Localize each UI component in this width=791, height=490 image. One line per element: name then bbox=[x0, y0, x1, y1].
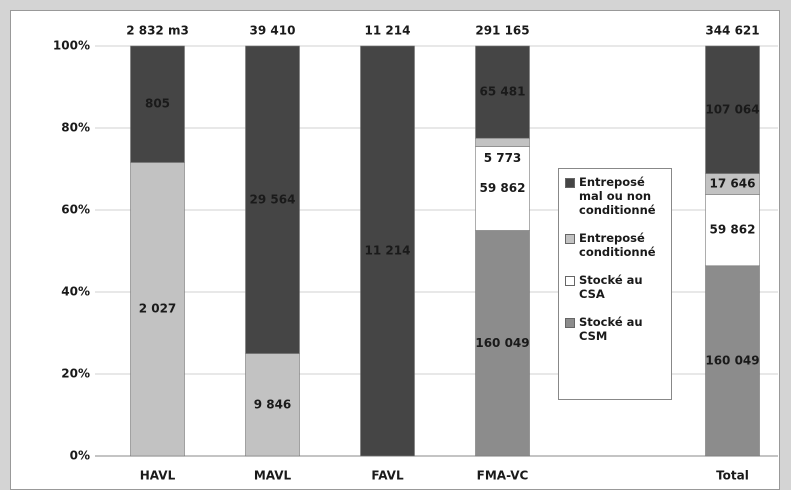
segment-label: 17 646 bbox=[710, 176, 756, 190]
y-tick-label: 40% bbox=[61, 285, 90, 299]
x-tick-label: Total bbox=[716, 469, 749, 483]
segment-label: 5 773 bbox=[484, 151, 522, 165]
legend-item: Stocké au CSM bbox=[563, 315, 667, 343]
bar-segment bbox=[705, 265, 760, 457]
segment-label: 59 862 bbox=[710, 223, 756, 237]
x-tick-label: FAVL bbox=[371, 469, 404, 483]
segment-label: 805 bbox=[145, 97, 170, 111]
y-tick-label: 80% bbox=[61, 121, 90, 135]
x-tick-label: MAVL bbox=[254, 469, 292, 483]
bar-segment bbox=[705, 45, 760, 174]
total-label: 2 832 m3 bbox=[126, 24, 189, 38]
bar-segment bbox=[130, 45, 185, 163]
legend-label: Entreposé conditionné bbox=[579, 231, 656, 259]
bar-segment bbox=[705, 194, 760, 267]
legend: Entreposé mal ou non conditionné Entrepos… bbox=[558, 168, 672, 400]
legend-label: Stocké au CSA bbox=[579, 273, 643, 301]
bar-segment bbox=[475, 45, 530, 139]
segment-label: 11 214 bbox=[365, 244, 411, 258]
bar-segment bbox=[245, 45, 300, 354]
segment-label: 2 027 bbox=[139, 302, 177, 316]
bar-segment bbox=[475, 230, 530, 457]
bar-segment bbox=[130, 162, 185, 457]
legend-swatch bbox=[565, 276, 575, 286]
legend-item: Entreposé conditionné bbox=[563, 231, 667, 259]
legend-label: Stocké au CSM bbox=[579, 315, 643, 343]
total-label: 39 410 bbox=[250, 24, 296, 38]
y-tick-label: 20% bbox=[61, 367, 90, 381]
x-tick-label: HAVL bbox=[140, 469, 176, 483]
segment-label: 9 846 bbox=[254, 397, 292, 411]
bar-segment bbox=[475, 137, 530, 147]
legend-label: Entreposé mal ou non conditionné bbox=[579, 175, 656, 217]
segment-label: 107 064 bbox=[705, 102, 759, 116]
legend-swatch bbox=[565, 178, 575, 188]
total-label: 11 214 bbox=[365, 24, 411, 38]
total-label: 344 621 bbox=[705, 24, 759, 38]
y-tick-label: 100% bbox=[53, 39, 90, 53]
bar-segment bbox=[245, 353, 300, 457]
total-label: 291 165 bbox=[475, 24, 529, 38]
legend-item: Stocké au CSA bbox=[563, 273, 667, 301]
segment-label: 160 049 bbox=[475, 336, 529, 350]
x-tick-label: FMA-VC bbox=[477, 469, 529, 483]
legend-swatch bbox=[565, 234, 575, 244]
y-tick-label: 60% bbox=[61, 203, 90, 217]
bar-segment bbox=[360, 45, 415, 457]
segment-label: 59 862 bbox=[480, 181, 526, 195]
bar-segment bbox=[475, 146, 530, 231]
segment-label: 29 564 bbox=[250, 192, 296, 206]
legend-item: Entreposé mal ou non conditionné bbox=[563, 175, 667, 217]
segment-label: 65 481 bbox=[480, 85, 526, 99]
legend-swatch bbox=[565, 318, 575, 328]
segment-label: 160 049 bbox=[705, 353, 759, 367]
y-tick-label: 0% bbox=[70, 449, 90, 463]
